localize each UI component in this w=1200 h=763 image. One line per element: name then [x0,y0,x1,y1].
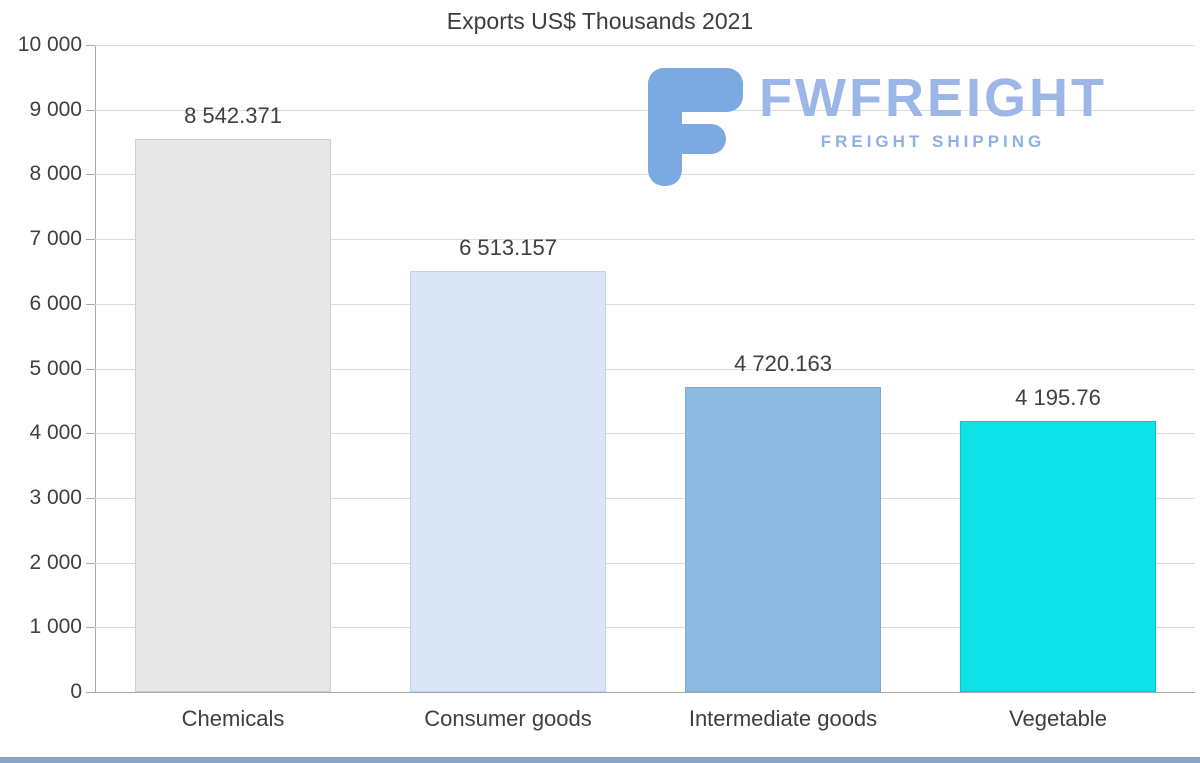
brand-name: FWFREIGHT [759,68,1107,128]
y-tick-label: 10 000 [17,33,82,56]
x-axis-label-consumer-goods: Consumer goods [424,706,592,731]
gridline [95,303,1195,305]
x-axis-label-chemicals: Chemicals [181,706,285,731]
chart-title: Exports US$ Thousands 2021 [446,8,754,34]
gridline [95,109,1195,111]
gridline [95,497,1195,499]
y-tick-label: 9 000 [29,97,82,121]
bar-chemicals [135,139,331,692]
y-tick-label: 8 000 [29,162,82,186]
gridline [95,433,1195,435]
y-tick-label: 5 000 [29,356,82,380]
bar-value-label: 4 720.163 [734,351,832,376]
brand-tagline: FREIGHT SHIPPING [820,132,1046,151]
gridline [95,692,1195,693]
gridline [95,45,1195,46]
x-axis-label-intermediate-goods: Intermediate goods [688,706,878,731]
y-axis-tick [86,109,95,111]
fwfreight-logo-icon [648,68,743,186]
y-tick-label: 6 000 [29,291,82,315]
y-tick-label: 0 [70,680,82,703]
brand-text-block: FWFREIGHT FREIGHT SHIPPING [759,68,1107,152]
y-axis-tick [86,303,95,305]
y-axis-tick [86,433,95,435]
y-tick-label: 3 000 [29,485,82,509]
y-axis-tick [86,239,95,241]
y-axis-tick [86,45,95,46]
y-tick-label: 7 000 [29,227,82,251]
y-axis-tick [86,692,95,693]
bar-vegetable [960,421,1156,692]
y-axis-tick [86,174,95,176]
y-axis-tick [86,627,95,629]
y-axis-tick [86,368,95,370]
brand-logo: FWFREIGHT FREIGHT SHIPPING [648,68,1107,186]
gridline [95,368,1195,370]
bar-value-label: 6 513.157 [459,235,557,260]
y-axis-tick [86,562,95,564]
bar-value-label: 8 542.371 [184,103,282,128]
y-tick-label: 2 000 [29,550,82,574]
plot-area [95,45,1195,693]
x-axis-label-vegetable: Vegetable [1009,706,1107,731]
gridline [95,562,1195,564]
y-tick-label: 4 000 [29,421,82,445]
gridline [95,239,1195,241]
bar-consumer-goods [410,271,606,692]
window-bottom-edge [0,757,1200,763]
y-tick-label: 1 000 [29,615,82,639]
gridline [95,174,1195,176]
bar-intermediate-goods [685,387,881,692]
bar-value-label: 4 195.76 [1015,385,1101,410]
y-axis-tick [86,497,95,499]
gridline [95,627,1195,629]
